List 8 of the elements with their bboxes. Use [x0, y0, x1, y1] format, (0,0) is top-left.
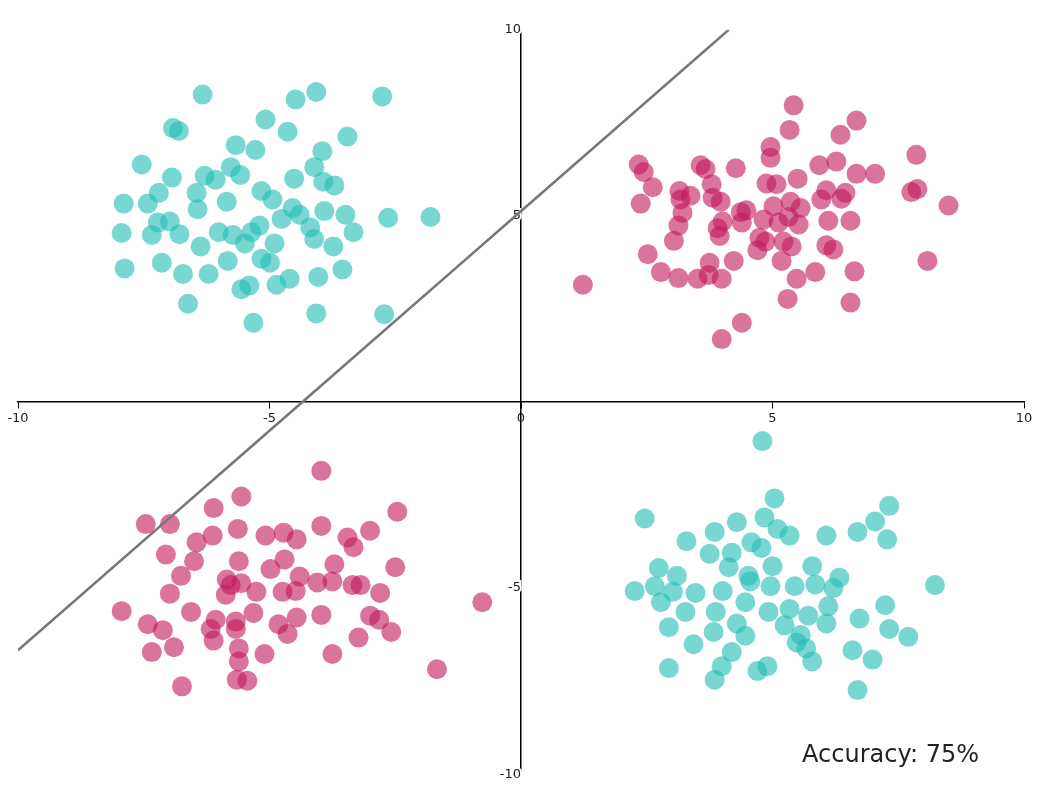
y-tick-label: -5 [508, 579, 521, 595]
annotation: Accuracy: 75% [802, 740, 979, 769]
y-tick-label: 10 [504, 21, 521, 37]
x-tick-label: -5 [263, 410, 276, 426]
y-tick-label: -10 [499, 765, 521, 781]
x-tick-label: -10 [7, 410, 29, 426]
x-tick-label: 10 [1015, 410, 1033, 426]
x-tick-label: 5 [768, 410, 777, 426]
